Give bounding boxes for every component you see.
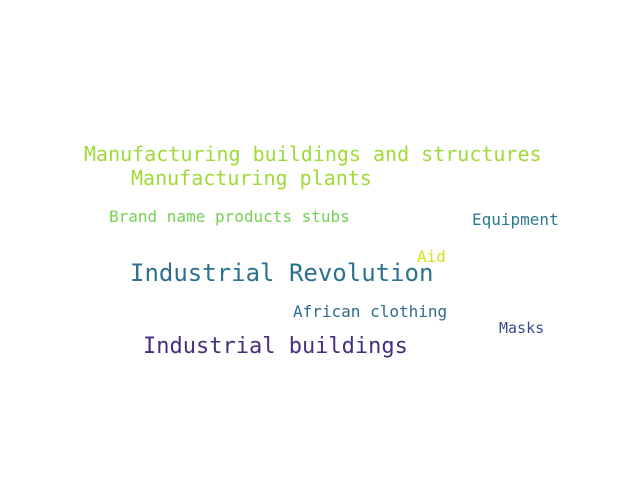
word-manufacturing-plants: Manufacturing plants — [131, 166, 372, 190]
word-aid: Aid — [417, 247, 446, 266]
word-equipment: Equipment — [472, 210, 559, 229]
word-masks: Masks — [499, 319, 545, 337]
word-african-clothing: African clothing — [293, 302, 448, 321]
word-brand-name-products-stubs: Brand name products stubs — [109, 207, 350, 226]
word-industrial-buildings: Industrial buildings — [143, 334, 408, 359]
word-manufacturing-buildings-and-structures: Manufacturing buildings and structures — [84, 142, 542, 166]
word-industrial-revolution: Industrial Revolution — [130, 259, 434, 287]
